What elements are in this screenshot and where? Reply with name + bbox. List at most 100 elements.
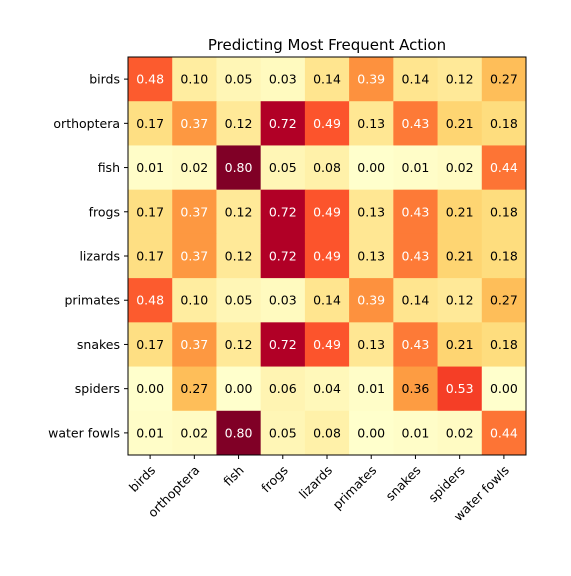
cell-value-label: 0.14 — [313, 293, 341, 308]
cell-value-label: 0.03 — [269, 72, 297, 87]
cell-value-label: 0.37 — [180, 204, 208, 219]
cell-value-label: 0.10 — [180, 72, 208, 87]
heatmap-cell — [349, 322, 394, 368]
cell-value-label: 0.80 — [225, 425, 253, 440]
cell-value-label: 0.00 — [136, 381, 164, 396]
cell-value-label: 0.00 — [357, 425, 385, 440]
cell-value-label: 0.17 — [136, 337, 164, 352]
cell-value-label: 0.01 — [136, 425, 164, 440]
heatmap-cell — [481, 278, 527, 323]
heatmap-cell — [437, 366, 483, 412]
heatmap-cell — [260, 101, 306, 146]
cell-value-label: 0.12 — [446, 72, 474, 87]
cell-value-label: 0.80 — [225, 160, 253, 175]
heatmap-cell — [437, 101, 483, 146]
cell-value-label: 0.43 — [402, 204, 430, 219]
heatmap-cell — [349, 366, 394, 412]
heatmap-cell — [260, 145, 306, 191]
cell-value-label: 0.17 — [136, 249, 164, 264]
cell-value-label: 0.44 — [490, 160, 518, 175]
cell-value-label: 0.13 — [357, 204, 385, 219]
y-axis: birds orthoptera fish frogs lizards primates s… — [48, 72, 128, 440]
heatmap-cell — [349, 145, 394, 191]
heatmap-cell — [260, 57, 306, 102]
heatmap-cell — [437, 410, 483, 456]
heatmap-cell — [437, 57, 483, 102]
heatmap-cell — [172, 366, 217, 412]
heatmap-cell — [304, 322, 350, 368]
cell-value-label: 0.14 — [402, 293, 430, 308]
cell-value-label: 0.08 — [313, 160, 341, 175]
cell-value-label: 0.72 — [269, 249, 297, 264]
cell-value-label: 0.12 — [225, 249, 253, 264]
cell-value-label: 0.43 — [402, 249, 430, 264]
cell-value-label: 0.02 — [446, 160, 474, 175]
heatmap-cell — [128, 233, 173, 279]
heatmap-cell — [481, 145, 527, 191]
heatmap-cell — [128, 101, 173, 146]
y-tick-label: frogs — [89, 204, 120, 219]
cell-value-label: 0.10 — [180, 293, 208, 308]
heatmap-cell — [393, 322, 439, 368]
heatmap-cell-labels: 0.48 0.10 0.05 0.03 0.14 0.39 0.14 0.12 0.27 0.17… — [136, 72, 518, 441]
heatmap-cell — [172, 410, 217, 456]
heatmap-cell — [304, 233, 350, 279]
cell-value-label: 0.18 — [490, 204, 518, 219]
cell-value-label: 0.05 — [269, 160, 297, 175]
y-tick-label: water fowls — [48, 425, 120, 440]
heatmap-cell — [481, 57, 527, 102]
cell-value-label: 0.18 — [490, 249, 518, 264]
y-tick-label: spiders — [75, 381, 120, 396]
heatmap-cell — [172, 322, 217, 368]
heatmap-cell — [172, 233, 217, 279]
heatmap-cell — [216, 57, 262, 102]
heatmap-cell — [304, 410, 350, 456]
cell-value-label: 0.21 — [446, 116, 474, 131]
heatmap-cell — [260, 366, 306, 412]
cell-value-label: 0.49 — [313, 204, 341, 219]
cell-value-label: 0.05 — [269, 425, 297, 440]
heatmap-cell — [481, 189, 527, 235]
cell-value-label: 0.21 — [446, 249, 474, 264]
cell-value-label: 0.00 — [357, 160, 385, 175]
heatmap-cell — [481, 233, 527, 279]
heatmap-cell — [128, 278, 173, 323]
heatmap-cell — [128, 189, 173, 235]
heatmap-cell — [304, 145, 350, 191]
cell-value-label: 0.12 — [225, 337, 253, 352]
heatmap-cell — [437, 145, 483, 191]
heatmap-cell — [216, 366, 262, 412]
heatmap-cell — [128, 366, 173, 412]
heatmap-cell — [172, 278, 217, 323]
y-tick-label: lizards — [79, 249, 120, 264]
y-tick-label: fish — [98, 160, 120, 175]
heatmap-cell — [128, 410, 173, 456]
heatmap-cell — [216, 189, 262, 235]
cell-value-label: 0.49 — [313, 249, 341, 264]
cell-value-label: 0.02 — [180, 425, 208, 440]
cell-value-label: 0.18 — [490, 337, 518, 352]
heatmap-cell — [349, 189, 394, 235]
heatmap-cell — [260, 189, 306, 235]
cell-value-label: 0.05 — [225, 72, 253, 87]
heatmap-cell — [216, 322, 262, 368]
heatmap-cell — [172, 145, 217, 191]
heatmap-cell — [393, 278, 439, 323]
heatmap-cell — [260, 278, 306, 323]
cell-value-label: 0.00 — [225, 381, 253, 396]
heatmap-cell — [128, 322, 173, 368]
cell-value-label: 0.04 — [313, 381, 341, 396]
cell-value-label: 0.13 — [357, 249, 385, 264]
cell-value-label: 0.02 — [180, 160, 208, 175]
cell-value-label: 0.01 — [357, 381, 385, 396]
heatmap-cell — [260, 322, 306, 368]
cell-value-label: 0.03 — [269, 293, 297, 308]
cell-value-label: 0.01 — [402, 160, 430, 175]
cell-value-label: 0.48 — [136, 293, 164, 308]
cell-value-label: 0.02 — [446, 425, 474, 440]
heatmap-cell — [349, 101, 394, 146]
heatmap-cell — [393, 57, 439, 102]
cell-value-label: 0.36 — [402, 381, 430, 396]
